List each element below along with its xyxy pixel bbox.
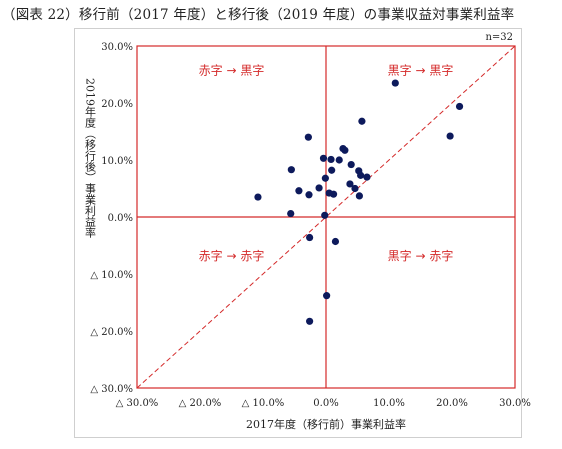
quadrant-label-top-left: 赤字 → 黒字 [199,63,265,78]
y-axis-label: 2019年度（移行後）事業利益率 [84,78,97,239]
data-point [363,173,371,181]
data-point [328,166,336,174]
data-points [254,79,464,325]
data-point [287,209,295,218]
x-tick-label: 10.0% [373,398,405,409]
data-point [254,193,262,201]
y-tick-label: △ 20.0% [90,327,133,338]
data-point [347,160,355,169]
x-axis-label: 2017年度（移行前）事業利益率 [246,417,406,431]
x-tick-label: 0.0% [313,398,338,409]
data-point [446,132,454,140]
chart-labels: 30.0% 20.0% 10.0% 0.0% △ 10.0% △ 20.0% △ 30.0%… [84,32,531,431]
y-tick-label: 0.0% [108,213,133,224]
data-point [341,146,349,154]
x-tick-label: 30.0% [499,398,531,409]
y-tick-label: △ 10.0% [90,270,133,281]
x-tick-label: △ 30.0% [116,398,159,409]
data-point [329,190,338,198]
y-tick-label: △ 30.0% [90,384,133,395]
sample-size-note: n=32 [485,32,513,43]
data-point [306,233,314,242]
chart-frame [74,28,522,438]
data-point [315,184,323,192]
y-tick-label: 20.0% [101,99,133,110]
data-point [355,192,363,200]
data-point [295,187,303,195]
diagonal-reference-line [136,45,516,389]
y-tick-label: 30.0% [101,42,133,53]
data-point [358,117,366,125]
plot-area [136,45,516,389]
quadrant-label-bottom-right: 黒字 → 赤字 [388,248,454,263]
data-point [305,191,313,199]
data-point [351,184,359,193]
y-tick-label: 10.0% [101,156,133,167]
data-point [306,317,314,325]
quadrant-label-bottom-left: 赤字 → 赤字 [199,248,265,263]
data-point [321,174,329,182]
data-point [357,171,365,179]
data-point [321,211,329,219]
x-tick-label: 20.0% [436,398,468,409]
data-point [331,237,340,246]
quadrant-label-top-right: 黒字 → 黒字 [388,63,454,78]
data-point [346,180,354,188]
data-point [319,154,328,162]
x-tick-label: △ 10.0% [242,398,285,409]
figure-title: （図表 22）移行前（2017 年度）と移行後（2019 年度）の事業収益対事業… [2,7,515,23]
data-point [455,102,464,111]
data-point [304,133,312,141]
data-point [335,156,343,164]
data-point [323,292,331,300]
data-point [287,166,295,174]
data-point [327,155,335,164]
x-tick-label: △ 20.0% [179,398,222,409]
data-point [391,79,399,87]
